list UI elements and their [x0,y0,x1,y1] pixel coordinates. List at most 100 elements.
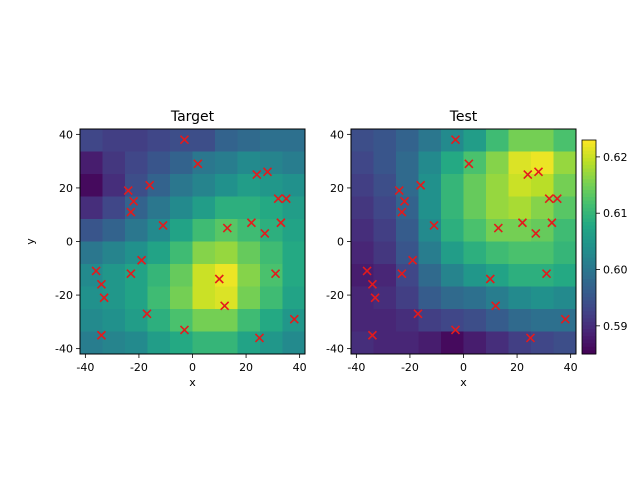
heatmap-cell [282,331,306,355]
sample-point-marker [367,279,377,289]
heatmap-cell [125,286,148,310]
x-tick-label: -20 [130,361,148,374]
heatmap-cell [486,129,509,152]
sample-point-marker [408,255,418,265]
heatmap-cell [260,196,283,220]
sample-point-marker [262,167,273,177]
heatmap-cell [170,309,193,332]
colorbar-segment [582,318,596,323]
heatmap-cell [102,241,126,265]
heatmap-cell [192,174,216,197]
colorbar-segment [582,275,596,280]
heatmap-cell [215,129,238,152]
heatmap-cell [282,264,306,287]
sample-point-marker [450,325,461,335]
heatmap-cell [260,309,283,332]
heatmap-cell [441,151,464,175]
heatmap-cell [282,196,306,220]
colorbar: 0.59 0.60 0.61 0.62 [581,139,628,355]
heatmap-cell [237,196,261,220]
heatmap-cell [396,174,419,197]
heatmap-cell [125,151,148,175]
heatmap-cell [373,241,397,265]
heatmap-cell [553,151,577,175]
colorbar-segment [582,164,596,170]
sample-point-marker [397,269,407,279]
heatmap-cell [260,286,283,310]
sample-point-marker [273,194,283,204]
colorbar-segment [582,200,596,205]
heatmap-cell [170,241,193,265]
heatmap-cell [553,196,577,220]
heatmap-cell [282,129,306,152]
heatmap-cell [237,309,261,332]
heatmap-cell [486,151,509,175]
colorbar-tick-label: 0.62 [603,151,628,164]
sample-point-marker [413,309,423,319]
colorbar-segment [582,204,596,209]
heatmap-cell [125,129,148,152]
heatmap-cell [80,196,103,220]
sample-point-marker [491,301,501,311]
heatmap-cell [396,151,419,175]
heatmap-cell [170,286,193,310]
heatmap-cell [508,196,532,220]
colorbar-segment [582,339,596,344]
colorbar-segment [582,336,596,341]
colorbar-segment [582,150,596,155]
heatmap-cell [125,219,148,242]
heatmap-cell [463,129,487,152]
heatmap-cell [486,219,509,242]
sample-point-marker [254,333,265,343]
heatmap-cell [351,286,374,310]
heatmap-cell [351,219,374,242]
y-axis-label: y [24,238,37,245]
colorbar-segment [582,225,596,230]
sample-point-marker [179,135,190,145]
heatmap-cell [80,151,103,175]
colorbar-segment [582,189,596,194]
heatmap-cell [102,331,126,355]
colorbar-segment [582,282,596,287]
heatmap-cell [215,309,238,332]
heatmap-cell [441,286,464,310]
heatmap-cell [215,174,238,197]
y-tick-label: 0 [337,236,344,249]
heatmap-cell [396,129,419,152]
heatmap-cell [441,309,464,332]
heatmap-cell [147,129,171,152]
heatmap-cell [486,264,509,287]
colorbar-segment [582,143,596,148]
colorbar-segment [582,222,596,227]
x-tick-label: 40 [293,361,307,374]
heatmap-cell [282,241,306,265]
heatmap-cell [192,286,216,310]
heatmap-cell [282,151,306,175]
sample-point-marker [145,180,155,190]
heatmap-cell [215,151,238,175]
heatmap-cell [373,174,397,197]
heatmap-cell [373,286,397,310]
heatmap-cell [351,309,374,332]
heatmap-cell [441,331,464,355]
sample-point-marker [429,220,439,230]
sample-point-marker [493,223,503,233]
sample-point-marker [129,196,139,206]
colorbar-segment [582,218,596,223]
sample-point-marker [531,228,541,239]
sample-point-marker [126,207,136,217]
heatmap-cell [553,129,577,152]
sample-point-marker [123,186,133,196]
sample-point-marker [222,223,232,233]
heatmap-cell [192,241,216,265]
heatmap-cell [418,151,442,175]
heatmap-cell [463,286,487,310]
colorbar-segment [582,279,596,284]
heatmap-cell [282,286,306,310]
heatmap-cell [192,264,216,287]
heatmap-cell [531,286,554,310]
colorbar-tick-label: 0.60 [603,264,628,277]
x-tick-label: 40 [564,361,578,374]
heatmap-cell [531,309,554,332]
heatmap-cell [508,174,532,197]
